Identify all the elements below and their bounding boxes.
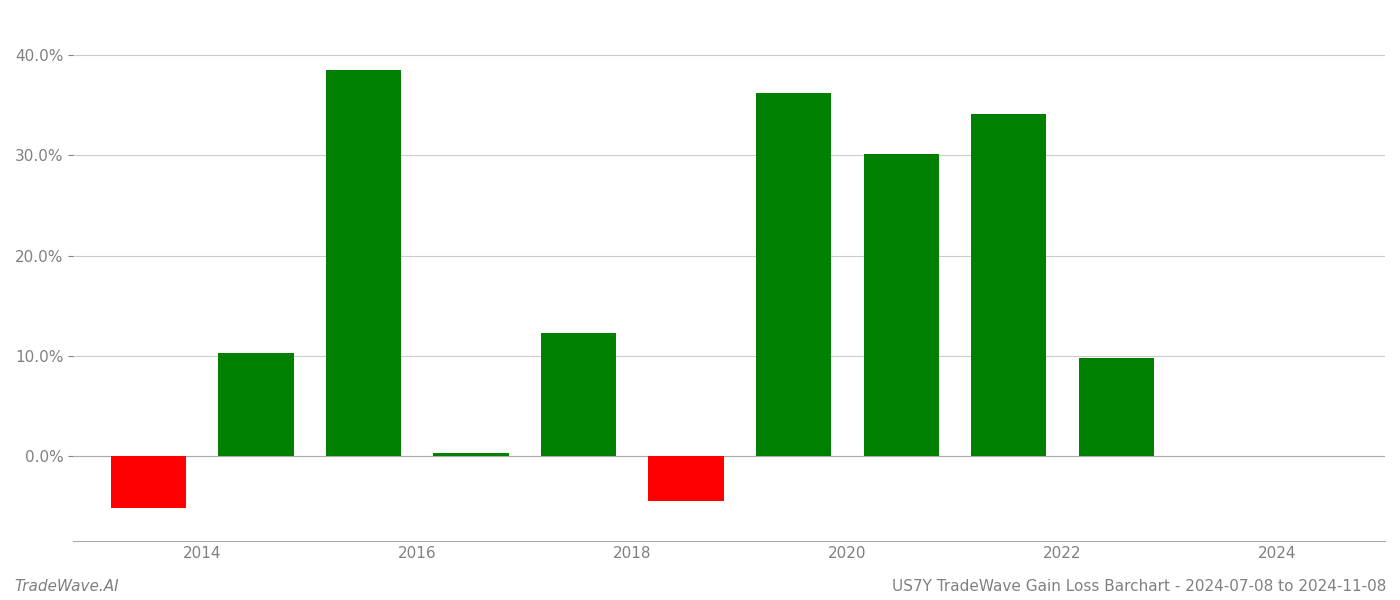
Bar [540, 332, 616, 456]
Bar [218, 353, 294, 456]
Bar [111, 456, 186, 508]
Bar [326, 70, 402, 456]
Text: TradeWave.AI: TradeWave.AI [14, 579, 119, 594]
Bar [864, 154, 939, 456]
Bar [756, 93, 832, 456]
Text: US7Y TradeWave Gain Loss Barchart - 2024-07-08 to 2024-11-08: US7Y TradeWave Gain Loss Barchart - 2024… [892, 579, 1386, 594]
Bar [972, 114, 1046, 456]
Bar [434, 453, 508, 456]
Bar [648, 456, 724, 501]
Bar [1078, 358, 1154, 456]
